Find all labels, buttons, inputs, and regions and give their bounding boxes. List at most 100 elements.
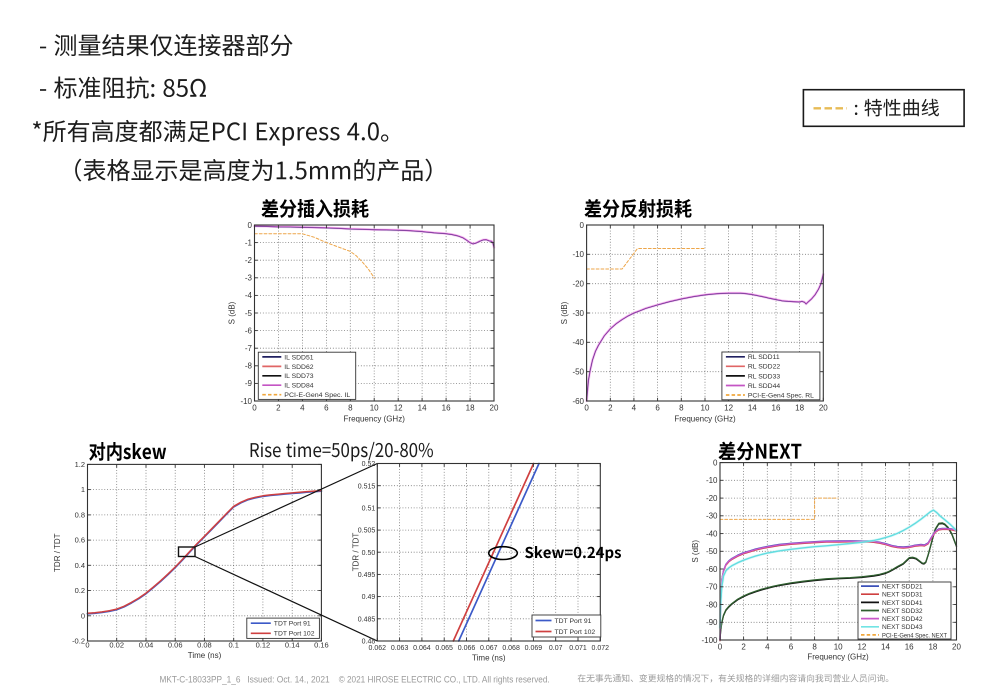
svg-text:0.48: 0.48 (362, 639, 376, 646)
svg-text:1: 1 (81, 485, 85, 494)
svg-text:-3: -3 (245, 274, 253, 283)
svg-text:IL SDD73: IL SDD73 (284, 373, 313, 380)
svg-text:RL SDD22: RL SDD22 (748, 364, 780, 371)
svg-text:0.063: 0.063 (391, 645, 409, 652)
svg-text:PCI-E-Gen4 Spec. RL: PCI-E-Gen4 Spec. RL (748, 392, 814, 399)
svg-text:Frequency (GHz): Frequency (GHz) (674, 415, 736, 424)
svg-text:-10: -10 (572, 250, 584, 259)
svg-text:0: 0 (252, 404, 257, 413)
svg-text:0.08: 0.08 (197, 641, 212, 650)
svg-text:RL SDD11: RL SDD11 (748, 354, 780, 361)
svg-text:14: 14 (748, 404, 757, 413)
svg-text:0.062: 0.062 (369, 645, 387, 652)
svg-text:0.8: 0.8 (75, 511, 85, 520)
svg-text:Frequency (GHz): Frequency (GHz) (344, 415, 406, 424)
svg-text:-5: -5 (245, 309, 253, 318)
svg-text:0.51: 0.51 (362, 506, 376, 513)
svg-text:© 2021 HIROSE ELECTRIC CO., LT: © 2021 HIROSE ELECTRIC CO., LTD. All rig… (339, 675, 550, 685)
svg-text:16: 16 (905, 643, 914, 652)
svg-text:NEXT SDD41: NEXT SDD41 (882, 600, 923, 607)
svg-text:-40: -40 (572, 338, 584, 347)
svg-text:-30: -30 (572, 309, 584, 318)
svg-text:TDT Port 91: TDT Port 91 (274, 621, 311, 628)
svg-text:NEXT SDD21: NEXT SDD21 (882, 584, 923, 591)
svg-text:20: 20 (952, 643, 961, 652)
svg-text:0.071: 0.071 (569, 645, 587, 652)
svg-text:S (dB): S (dB) (228, 301, 237, 324)
svg-text:-2: -2 (245, 256, 253, 265)
svg-text:0.06: 0.06 (168, 641, 183, 650)
svg-text:0.066: 0.066 (458, 645, 476, 652)
svg-text:18: 18 (795, 404, 804, 413)
svg-text:20: 20 (819, 404, 828, 413)
svg-text:IL SDD84: IL SDD84 (284, 383, 313, 390)
svg-text:0.495: 0.495 (358, 572, 376, 579)
svg-text:-60: -60 (572, 397, 584, 406)
svg-text:0.1: 0.1 (228, 641, 238, 650)
svg-text:S (dB): S (dB) (691, 540, 700, 563)
svg-text:0.04: 0.04 (139, 641, 154, 650)
svg-text:0.068: 0.068 (502, 645, 520, 652)
svg-text:0.505: 0.505 (358, 528, 376, 535)
svg-text:6: 6 (789, 643, 794, 652)
svg-text:0.12: 0.12 (256, 641, 271, 650)
svg-text:-20: -20 (572, 280, 584, 289)
svg-text:0.515: 0.515 (358, 483, 376, 490)
svg-text:RL SDD44: RL SDD44 (748, 383, 780, 390)
svg-text:NEXT SDD42: NEXT SDD42 (882, 616, 923, 623)
svg-text:0: 0 (85, 641, 89, 650)
svg-text:-7: -7 (245, 344, 253, 353)
svg-text:S (dB): S (dB) (560, 301, 569, 324)
svg-text:-60: -60 (706, 565, 718, 574)
svg-text:18: 18 (466, 404, 475, 413)
svg-text:TDT Port 91: TDT Port 91 (555, 618, 592, 625)
svg-text:TDR / TDT: TDR / TDT (53, 533, 62, 572)
svg-text:0.6: 0.6 (75, 536, 85, 545)
svg-text:-30: -30 (706, 512, 718, 521)
svg-text:18: 18 (928, 643, 937, 652)
svg-text:0.485: 0.485 (358, 616, 376, 623)
svg-text:10: 10 (834, 643, 843, 652)
svg-text:16: 16 (442, 404, 451, 413)
svg-text:12: 12 (857, 643, 866, 652)
svg-text:-90: -90 (706, 618, 718, 627)
svg-text:-8: -8 (245, 362, 253, 371)
svg-text:2: 2 (741, 643, 746, 652)
svg-text:-0.2: -0.2 (72, 637, 85, 646)
svg-text:0.072: 0.072 (592, 645, 610, 652)
svg-text:NEXT SDD32: NEXT SDD32 (882, 608, 923, 615)
svg-text:14: 14 (418, 404, 427, 413)
svg-text:-70: -70 (706, 583, 718, 592)
svg-text:10: 10 (370, 404, 379, 413)
svg-text:-6: -6 (245, 326, 253, 335)
svg-text:6: 6 (655, 404, 660, 413)
svg-text:12: 12 (394, 404, 403, 413)
svg-text:-50: -50 (572, 368, 584, 377)
svg-text:PCI-E-Gen4 Spec. NEXT: PCI-E-Gen4 Spec. NEXT (882, 632, 947, 639)
svg-text:1.2: 1.2 (75, 460, 85, 469)
svg-text:0.02: 0.02 (109, 641, 124, 650)
svg-text:0: 0 (713, 458, 718, 467)
svg-text:4: 4 (632, 404, 637, 413)
svg-text:Issued: Oct. 14., 2021: Issued: Oct. 14., 2021 (247, 675, 329, 685)
svg-text:-50: -50 (706, 547, 718, 556)
svg-text:10: 10 (701, 404, 710, 413)
svg-text:NEXT SDD43: NEXT SDD43 (882, 624, 923, 631)
svg-text:Frequency (GHz): Frequency (GHz) (807, 653, 869, 662)
svg-text:0: 0 (81, 611, 85, 620)
svg-text:0.52: 0.52 (362, 461, 376, 468)
svg-text:8: 8 (679, 404, 684, 413)
svg-text:4: 4 (300, 404, 305, 413)
svg-text:MKT-C-18033PP_1_6: MKT-C-18033PP_1_6 (160, 675, 241, 685)
svg-text:0: 0 (584, 404, 589, 413)
svg-text:6: 6 (324, 404, 329, 413)
svg-text:IL SDD51: IL SDD51 (284, 354, 313, 361)
svg-text:4: 4 (765, 643, 770, 652)
svg-text:0.064: 0.064 (413, 645, 431, 652)
svg-text:20: 20 (490, 404, 499, 413)
svg-text:0.16: 0.16 (314, 641, 329, 650)
svg-text:8: 8 (348, 404, 353, 413)
svg-text:0.067: 0.067 (480, 645, 498, 652)
svg-text:0.4: 0.4 (75, 561, 85, 570)
svg-text:Time (ns): Time (ns) (472, 654, 506, 663)
